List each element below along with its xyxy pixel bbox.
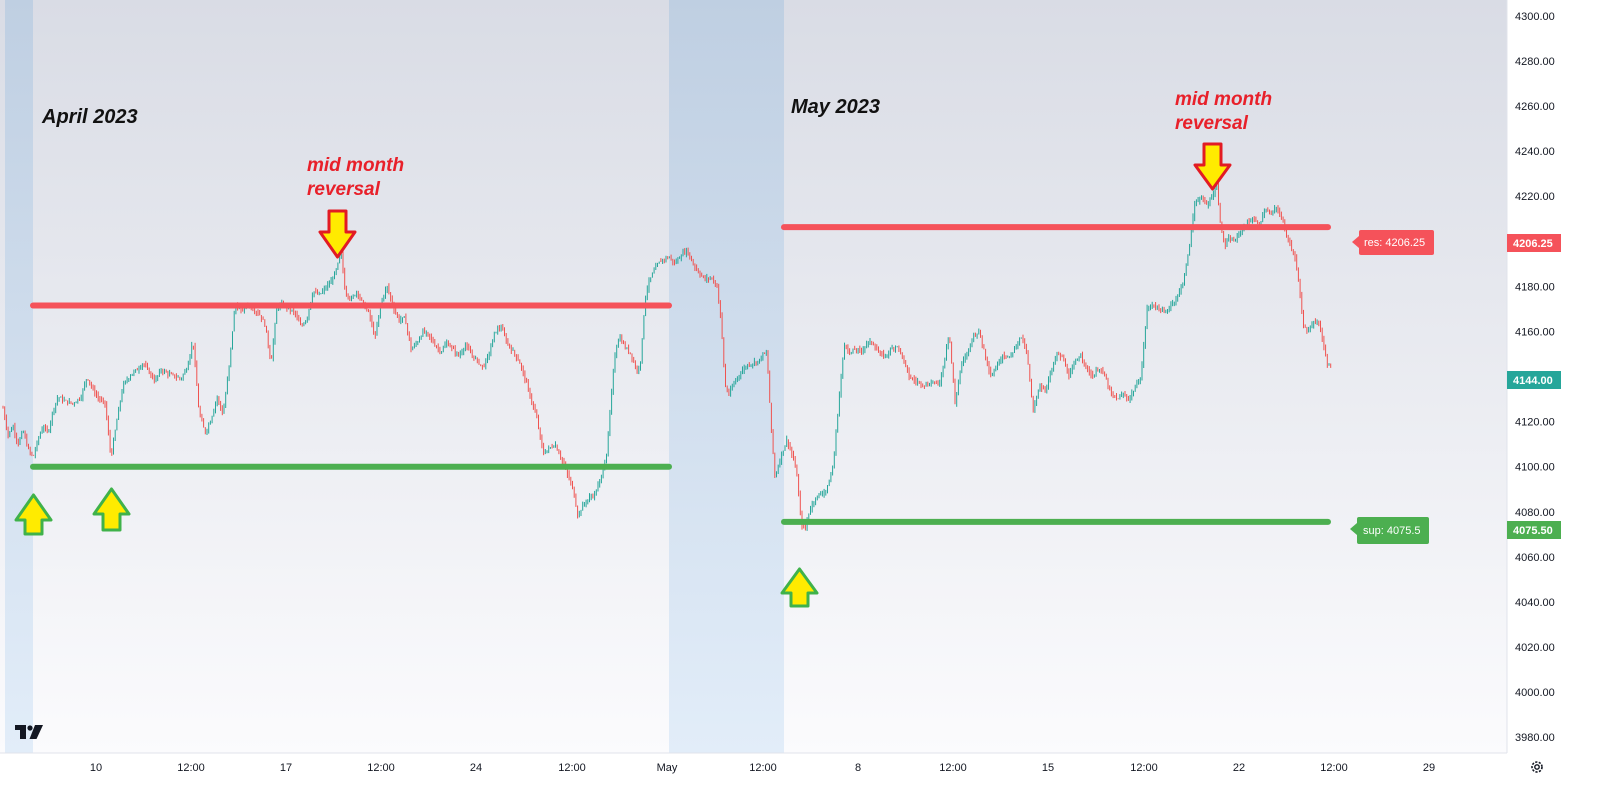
price-tick-label: 4240.00 [1515, 146, 1555, 158]
price-tick-label: 4160.00 [1515, 326, 1555, 338]
price-tick-label: 4280.00 [1515, 56, 1555, 68]
price-tick-label: 4260.00 [1515, 101, 1555, 113]
time-tick-label: 22 [1233, 762, 1245, 774]
price-tick-label: 4040.00 [1515, 597, 1555, 609]
time-tick-label: 29 [1423, 762, 1435, 774]
time-tick-label: 12:00 [558, 762, 586, 774]
time-tick-label: 12:00 [1130, 762, 1158, 774]
time-tick-label: 12:00 [939, 762, 967, 774]
sup-label-pointer [1350, 523, 1357, 535]
weekend-shade-2 [669, 0, 784, 753]
last-price-tag-text: 4144.00 [1513, 375, 1553, 387]
up-arrow-3-icon [780, 567, 819, 608]
time-tick-label: 17 [280, 762, 292, 774]
price-tick-label: 4120.00 [1515, 417, 1555, 429]
sup-axis-tag [1507, 521, 1561, 539]
sup-label-box [1357, 517, 1429, 544]
price-tick-label: 4080.00 [1515, 507, 1555, 519]
sup-axis-tag-text: 4075.50 [1513, 525, 1553, 537]
time-tick-label: May [657, 762, 678, 774]
res-axis-tag-text: 4206.25 [1513, 238, 1553, 250]
price-tick-label: 4100.00 [1515, 462, 1555, 474]
tradingview-logo-icon[interactable] [15, 725, 43, 739]
time-tick-label: 12:00 [1320, 762, 1348, 774]
price-tick-label: 4060.00 [1515, 552, 1555, 564]
price-tick-label: 4300.00 [1515, 11, 1555, 23]
reversal-2-line1: mid month [1175, 89, 1272, 110]
time-tick-label: 10 [90, 762, 102, 774]
price-tick-label: 4020.00 [1515, 642, 1555, 654]
time-tick-label: 12:00 [177, 762, 205, 774]
reversal-1-line2: reversal [307, 179, 381, 200]
res-label-text: res: 4206.25 [1364, 237, 1425, 249]
up-arrow-2-icon [92, 487, 131, 532]
time-tick-label: 24 [470, 762, 482, 774]
horizontal-lines [30, 224, 1331, 525]
res-label-box [1359, 230, 1434, 255]
price-candles [2, 181, 1332, 531]
down-arrow-1-icon [318, 209, 357, 259]
price-tick-label: 4220.00 [1515, 191, 1555, 203]
down-arrow-2-icon [1193, 142, 1232, 191]
reversal-1-line1: mid month [307, 155, 404, 176]
time-axis-background [0, 753, 1609, 801]
up-arrow-1-icon [14, 493, 53, 536]
price-tick-label: 4180.00 [1515, 281, 1555, 293]
may-label: May 2023 [791, 96, 880, 118]
weekend-shade-1 [5, 0, 33, 753]
time-tick-label: 12:00 [367, 762, 395, 774]
res-label-pointer [1352, 236, 1359, 248]
time-axis-ticks: 10 12:00 17 12:00 24 12:00 May 12:00 8 12:00 15 12:… [90, 762, 1435, 774]
settings-icon[interactable] [1531, 761, 1543, 773]
res-label: res: 4206.25 [1352, 230, 1434, 255]
reversal-2-line2: reversal [1175, 113, 1249, 134]
price-tick-label: 3980.00 [1515, 732, 1555, 744]
time-tick-label: 15 [1042, 762, 1054, 774]
sup-label-text: sup: 4075.5 [1363, 525, 1421, 537]
price-tick-label: 4000.00 [1515, 687, 1555, 699]
april-label: April 2023 [41, 106, 138, 128]
time-tick-label: 8 [855, 762, 861, 774]
sup-label: sup: 4075.5 [1350, 517, 1429, 544]
res-axis-tag [1507, 234, 1561, 252]
last-price-tag [1507, 371, 1561, 389]
time-tick-label: 12:00 [749, 762, 777, 774]
